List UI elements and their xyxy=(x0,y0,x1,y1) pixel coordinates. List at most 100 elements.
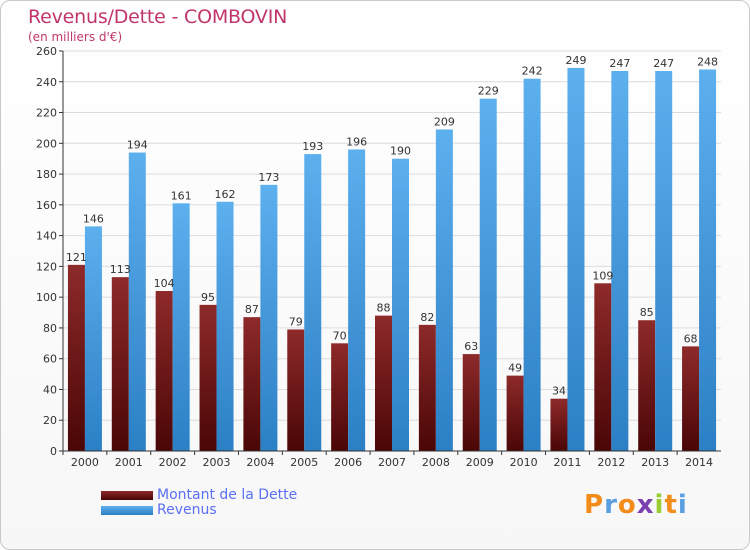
data-label: 209 xyxy=(434,115,455,128)
y-tick-label: 160 xyxy=(36,199,57,212)
data-label: 247 xyxy=(653,57,674,70)
bar-dette xyxy=(243,317,261,451)
data-label: 146 xyxy=(83,212,104,225)
x-tick-label: 2004 xyxy=(246,456,274,469)
legend-label-dette: Montant de la Dette xyxy=(157,487,298,503)
bar-revenus xyxy=(523,78,541,451)
logo-letter: x xyxy=(636,490,655,520)
bar-revenus xyxy=(435,129,453,451)
y-tick-label: 180 xyxy=(36,168,57,181)
x-tick-label: 2010 xyxy=(510,456,538,469)
data-label: 190 xyxy=(390,145,411,158)
bar-dette xyxy=(682,346,700,451)
chart-subtitle: (en milliers d'€) xyxy=(28,30,123,44)
proxiti-logo: Proxiti xyxy=(584,490,688,520)
y-tick-label: 60 xyxy=(43,353,57,366)
bar-dette xyxy=(199,304,217,451)
bar-dette xyxy=(67,264,85,451)
bar-dette xyxy=(331,343,349,451)
data-label: 249 xyxy=(565,54,586,67)
data-label: 196 xyxy=(346,135,367,148)
y-tick-label: 40 xyxy=(43,383,57,396)
legend-label-revenus: Revenus xyxy=(157,502,217,518)
y-tick-label: 100 xyxy=(36,291,57,304)
x-tick-label: 2000 xyxy=(71,456,99,469)
data-label: 85 xyxy=(640,306,654,319)
data-label: 161 xyxy=(171,189,192,202)
bar-revenus xyxy=(260,184,278,451)
legend-item-revenus: Revenus xyxy=(101,502,217,518)
x-tick-label: 2012 xyxy=(597,456,625,469)
data-label: 248 xyxy=(697,55,718,68)
bar-revenus xyxy=(567,67,585,451)
bar-revenus xyxy=(699,69,717,451)
x-tick-label: 2005 xyxy=(290,456,318,469)
data-label: 173 xyxy=(258,171,279,184)
bar-dette xyxy=(594,283,612,451)
y-tick-label: 220 xyxy=(36,107,57,120)
data-label: 82 xyxy=(420,311,434,324)
y-tick-label: 120 xyxy=(36,260,57,273)
logo-letter: P xyxy=(584,490,605,520)
y-tick-label: 200 xyxy=(36,137,57,150)
logo-letter: o xyxy=(617,490,637,520)
bar-dette xyxy=(638,320,656,451)
bar-dette xyxy=(418,324,436,451)
bar-dette xyxy=(506,375,524,451)
logo-letter: i xyxy=(677,490,688,520)
bar-dette xyxy=(462,354,480,451)
data-label: 121 xyxy=(66,251,87,264)
data-label: 49 xyxy=(508,362,522,375)
y-tick-label: 140 xyxy=(36,230,57,243)
bar-dette xyxy=(111,277,129,451)
bar-revenus xyxy=(216,201,234,451)
x-tick-label: 2009 xyxy=(466,456,494,469)
logo-letter: i xyxy=(654,490,665,520)
x-tick-label: 2003 xyxy=(203,456,231,469)
data-label: 70 xyxy=(333,329,347,342)
data-label: 109 xyxy=(592,269,613,282)
x-tick-label: 2006 xyxy=(334,456,362,469)
data-label: 34 xyxy=(552,385,566,398)
data-label: 162 xyxy=(215,188,236,201)
bar-dette xyxy=(550,398,568,451)
data-label: 68 xyxy=(684,332,698,345)
data-label: 229 xyxy=(478,85,499,98)
bar-revenus xyxy=(128,152,146,452)
bar-revenus xyxy=(655,71,673,451)
x-tick-label: 2014 xyxy=(685,456,713,469)
logo-letter: r xyxy=(604,490,618,520)
bar-revenus xyxy=(304,154,322,452)
y-tick-label: 20 xyxy=(43,414,57,427)
bar-dette xyxy=(155,291,173,451)
data-label: 247 xyxy=(609,57,630,70)
legend-swatch-revenus xyxy=(101,505,153,515)
x-tick-label: 2007 xyxy=(378,456,406,469)
data-label: 104 xyxy=(154,277,175,290)
data-label: 113 xyxy=(110,263,131,276)
chart-title: Revenus/Dette - COMBOVIN xyxy=(28,6,288,28)
logo-letter: t xyxy=(664,490,678,520)
bar-revenus xyxy=(392,158,409,451)
y-tick-label: 260 xyxy=(36,45,57,58)
x-tick-label: 2002 xyxy=(159,456,187,469)
legend-swatch-dette xyxy=(101,490,153,500)
x-tick-label: 2013 xyxy=(641,456,669,469)
y-tick-label: 240 xyxy=(36,76,57,89)
x-tick-label: 2001 xyxy=(115,456,143,469)
y-tick-label: 80 xyxy=(43,322,57,335)
bar-revenus xyxy=(84,226,102,451)
data-label: 194 xyxy=(127,139,148,152)
bar-revenus xyxy=(172,203,190,451)
data-label: 87 xyxy=(245,303,259,316)
bar-dette xyxy=(375,315,392,451)
data-label: 193 xyxy=(302,140,323,153)
x-tick-label: 2008 xyxy=(422,456,450,469)
data-label: 88 xyxy=(377,302,391,315)
data-label: 242 xyxy=(522,65,543,78)
data-label: 79 xyxy=(289,315,303,328)
x-tick-label: 2011 xyxy=(553,456,581,469)
bar-dette xyxy=(287,329,305,451)
